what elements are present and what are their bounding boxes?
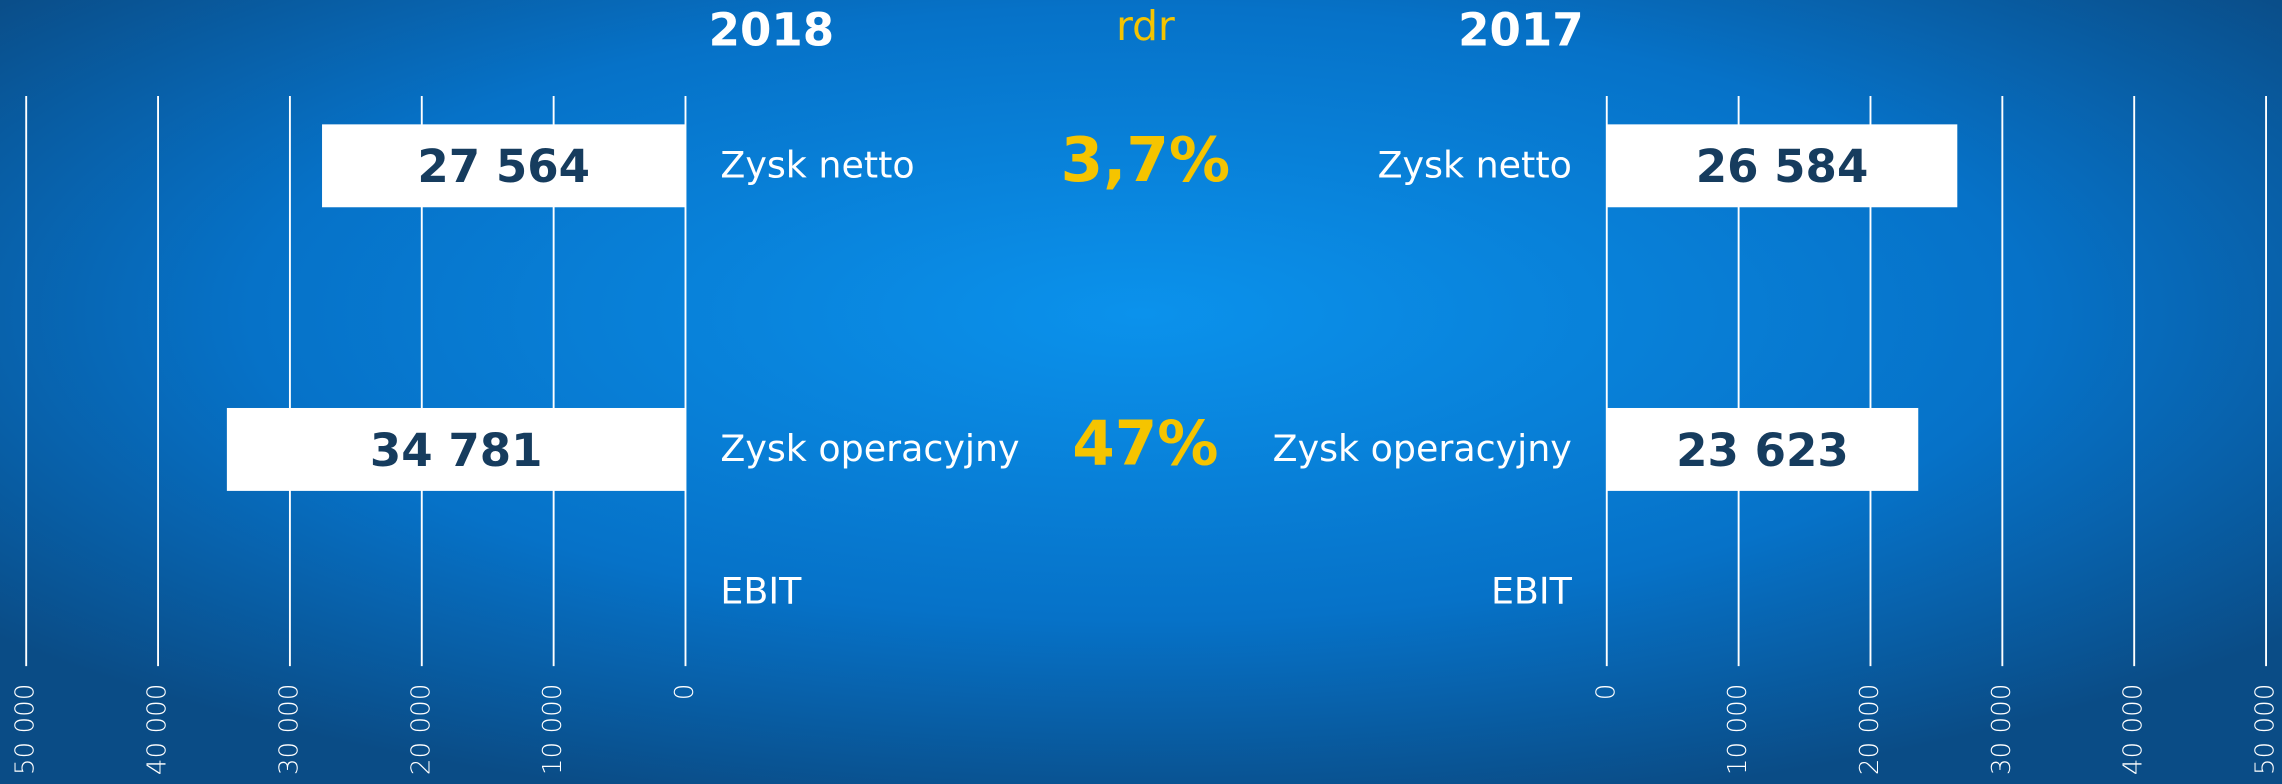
- x-tick-label: 10 000: [538, 684, 568, 776]
- x-tick-label: 50 000: [11, 684, 41, 776]
- category-label: Zysk operacyjny: [1273, 427, 1572, 470]
- value-label: 27 564: [417, 140, 590, 193]
- chart-title: 2017: [1458, 3, 1584, 56]
- x-tick-label: 10 000: [1723, 684, 1753, 776]
- x-tick-label: 20 000: [406, 684, 436, 776]
- bar: [226, 407, 686, 491]
- category-label: Zysk operacyjny: [720, 427, 1019, 470]
- x-tick-label: 40 000: [143, 684, 173, 776]
- bar: [1606, 124, 1958, 208]
- x-tick-label: 30 000: [1987, 684, 2017, 776]
- category-label: EBIT: [1491, 569, 1573, 612]
- change-value: 47%: [1072, 409, 1218, 480]
- plot: 0 10 000 20 000 30 000 40 000 50 000 2018 Zysk …: [11, 2, 2281, 775]
- x-tick-label: 40 000: [2119, 684, 2149, 776]
- x-tick-label: 20 000: [1855, 684, 1885, 776]
- category-label: Zysk netto: [1378, 143, 1572, 186]
- x-tick-label: 0: [670, 684, 700, 701]
- bar: [322, 124, 686, 208]
- change-value: 3,7%: [1061, 125, 1231, 196]
- change-title: rdr: [1116, 2, 1175, 50]
- value-label: 34 781: [370, 424, 543, 477]
- chart-title: 2018: [709, 3, 835, 56]
- x-tick-label: 50 000: [2251, 684, 2281, 776]
- x-tick-label: 0: [1591, 684, 1621, 701]
- bar: [1606, 407, 1919, 491]
- value-label: 23 623: [1676, 424, 1849, 477]
- category-label: Zysk netto: [720, 143, 914, 186]
- x-tick-label: 30 000: [274, 684, 304, 776]
- value-label: 26 584: [1696, 140, 1869, 193]
- category-label: EBIT: [720, 569, 802, 612]
